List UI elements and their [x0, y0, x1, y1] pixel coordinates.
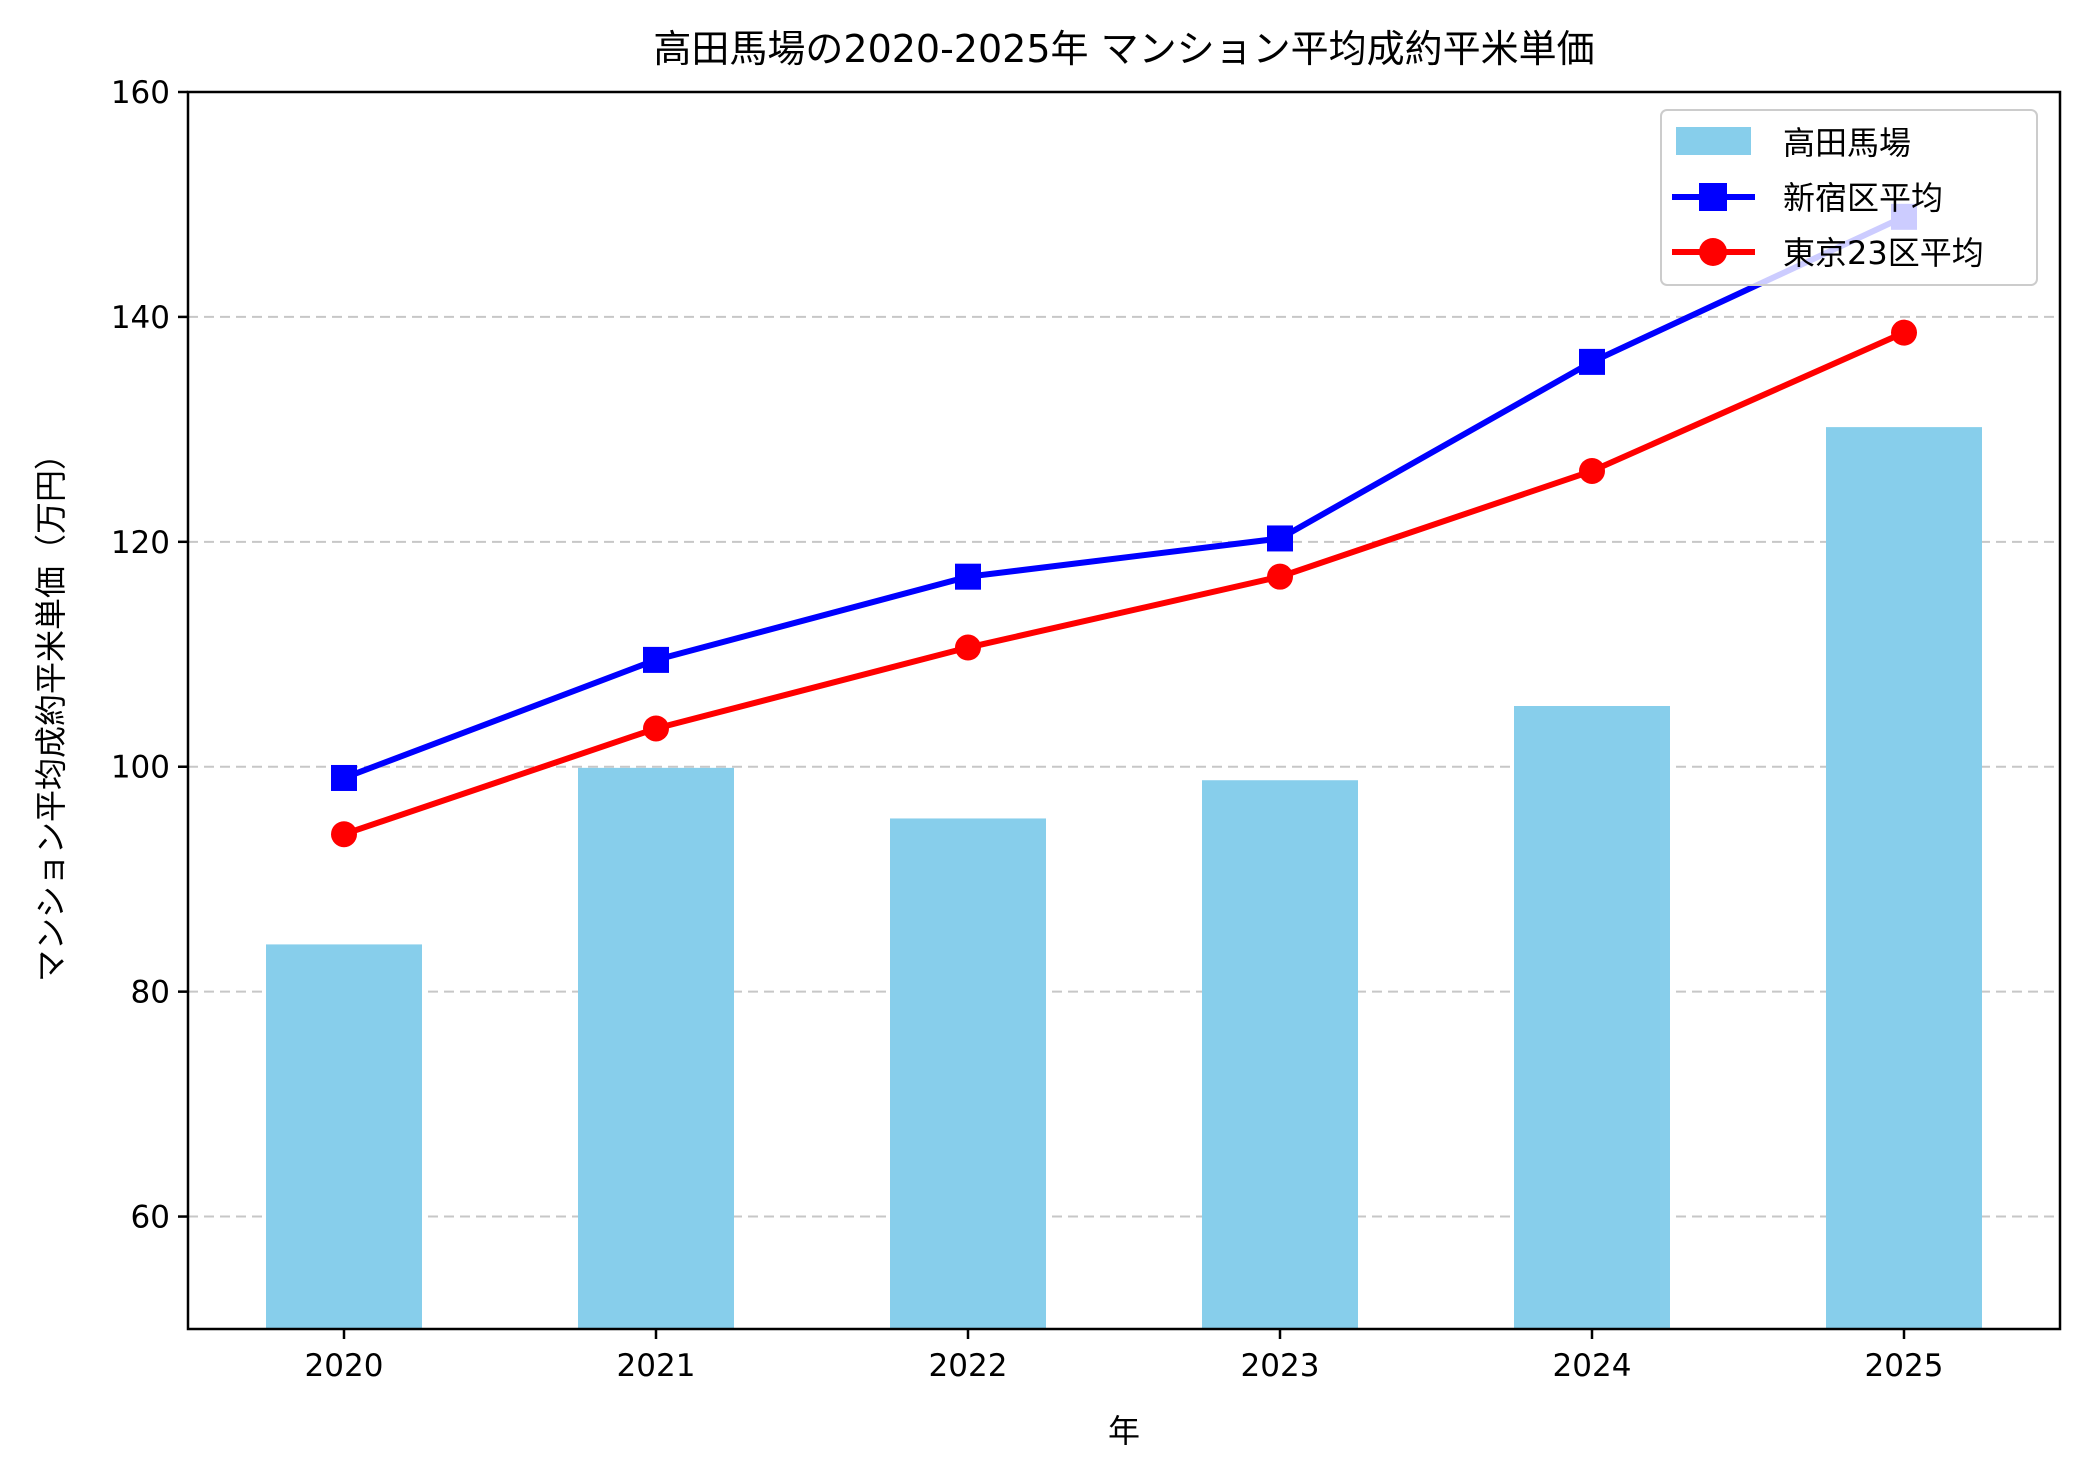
- x-tick-label: 2022: [929, 1348, 1008, 1384]
- y-tick-label: 100: [111, 750, 170, 786]
- legend-marker-square: [1699, 183, 1727, 211]
- bar: [578, 767, 734, 1329]
- y-axis-label: マンション平均成約平米単価（万円）: [32, 438, 70, 982]
- plot-frame: [186, 90, 2062, 1331]
- y-tick-label: 120: [111, 525, 170, 561]
- y-tick-label: 80: [131, 975, 170, 1011]
- legend-label: 東京23区平均: [1783, 234, 1984, 272]
- y-tick-label: 160: [111, 75, 170, 111]
- bar: [1826, 427, 1982, 1330]
- legend-label: 高田馬場: [1783, 124, 1911, 162]
- data-point-circle: [955, 634, 981, 661]
- data-point-square: [1579, 348, 1605, 375]
- legend-label: 新宿区平均: [1783, 179, 1943, 217]
- series-line: [342, 214, 1906, 781]
- data-point-square: [1267, 525, 1293, 552]
- data-point-square: [955, 563, 981, 590]
- y-tick-label: 140: [111, 300, 170, 336]
- data-point-circle: [643, 715, 669, 742]
- legend-box: [1660, 109, 2038, 286]
- bar: [1514, 706, 1670, 1329]
- y-tick-label: 60: [131, 1200, 170, 1236]
- legend-marker-circle: [1699, 238, 1727, 266]
- data-point-circle: [1267, 563, 1293, 590]
- x-axis-label: 年: [1108, 1412, 1140, 1450]
- x-tick-label: 2023: [1241, 1348, 1320, 1384]
- bar: [1202, 780, 1358, 1329]
- legend-swatch: [1676, 127, 1751, 155]
- x-tick-label: 2025: [1865, 1348, 1944, 1384]
- data-point-square: [331, 764, 357, 791]
- series-line: [343, 329, 1906, 838]
- bar: [890, 818, 1046, 1329]
- data-point-circle: [331, 821, 357, 848]
- bar: [266, 944, 422, 1329]
- chart-title: 高田馬場の2020-2025年 マンション平均成約平米単価: [653, 27, 1594, 71]
- x-tick-label: 2021: [617, 1348, 696, 1384]
- data-point-circle: [1891, 319, 1917, 346]
- data-point-circle: [1579, 457, 1605, 484]
- x-tick-label: 2024: [1553, 1348, 1632, 1384]
- x-tick-label: 2020: [305, 1348, 384, 1384]
- data-point-square: [643, 646, 669, 673]
